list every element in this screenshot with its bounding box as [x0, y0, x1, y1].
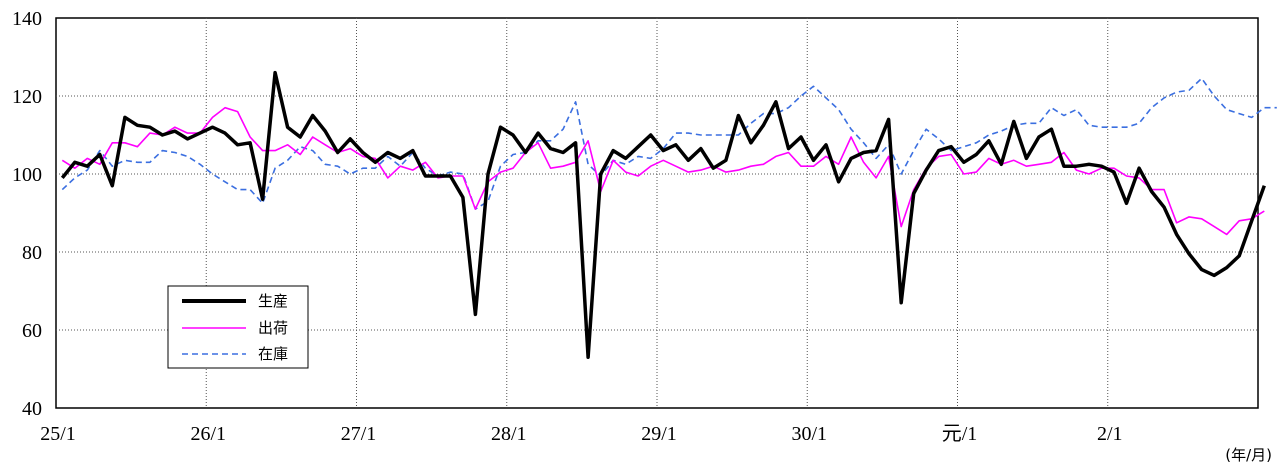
x-tick-label: 26/1: [190, 423, 226, 445]
y-tick-label: 60: [22, 320, 42, 342]
x-axis-tick-labels: 25/1 26/1 27/1 28/1 29/1 30/1 元/1 2/1: [40, 423, 1122, 445]
x-tick-label: 29/1: [641, 423, 677, 445]
x-tick-label: 元/1: [942, 423, 978, 445]
x-tick-label: 25/1: [40, 423, 76, 445]
y-tick-label: 40: [22, 398, 42, 420]
legend: 生産 出荷 在庫: [167, 285, 309, 369]
production-line: [60, 70, 1266, 360]
shipment-line: [61, 106, 1265, 236]
series-lines: [60, 70, 1277, 360]
x-tick-label: 30/1: [791, 423, 827, 445]
x-axis-unit-label: (年/月): [1225, 446, 1272, 464]
y-tick-label: 100: [12, 164, 42, 186]
legend-label-shipment: 出荷: [258, 319, 288, 337]
legend-label-inventory: 在庫: [258, 345, 288, 363]
x-tick-label: 27/1: [341, 423, 377, 445]
y-tick-label: 140: [12, 8, 42, 30]
x-tick-label: 2/1: [1097, 423, 1123, 445]
y-tick-label: 120: [12, 86, 42, 108]
inventory-line: [61, 77, 1277, 210]
y-axis-tick-labels: 40 60 80 100 120 140: [12, 8, 42, 420]
y-tick-label: 80: [22, 242, 42, 264]
x-tick-label: 28/1: [491, 423, 527, 445]
legend-label-production: 生産: [258, 292, 288, 310]
